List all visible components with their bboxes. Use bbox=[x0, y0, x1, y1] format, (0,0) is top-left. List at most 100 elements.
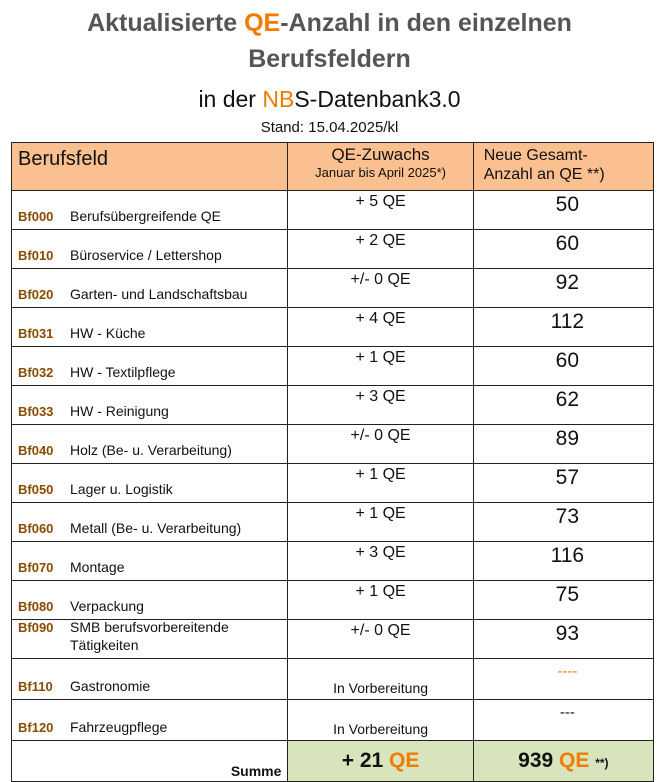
berufsfeld-code: Bf120 bbox=[18, 720, 54, 735]
zuwachs-cell: + 3 QE bbox=[287, 385, 474, 425]
berufsfeld-cell: Bf070 Montage bbox=[10, 541, 289, 581]
table-header-row: Berufsfeld QE-Zuwachs Januar bis April 2… bbox=[10, 142, 655, 191]
summe-gesamt-num: 939 bbox=[518, 749, 560, 772]
header-gesamt-line2: Anzahl an QE **) bbox=[483, 166, 605, 183]
berufsfeld-label: Fahrzeugpflege bbox=[70, 719, 168, 735]
zuwachs-cell: + 3 QE bbox=[287, 541, 474, 581]
header-zuwachs-main: QE-Zuwachs bbox=[331, 145, 430, 164]
title-text: Aktualisierte bbox=[87, 9, 245, 37]
berufsfeld-cell: Bf050 Lager u. Logistik bbox=[10, 463, 289, 503]
berufsfeld-label: Holz (Be- u. Verarbeitung) bbox=[70, 442, 232, 458]
summe-zuwachs: + 21 QE bbox=[287, 740, 474, 782]
berufsfeld-cell: Bf010 Büroservice / Lettershop bbox=[10, 229, 289, 269]
table-row: Bf060 Metall (Be- u. Verarbeitung) + 1 QE 7… bbox=[10, 502, 655, 542]
berufsfeld-label: Büroservice / Lettershop bbox=[70, 247, 222, 263]
zuwachs-cell: + 1 QE bbox=[287, 346, 474, 386]
berufsfeld-code: Bf040 bbox=[18, 443, 54, 458]
gesamt-cell: 73 bbox=[472, 502, 655, 542]
gesamt-cell: 57 bbox=[472, 463, 655, 503]
berufsfeld-code: Bf110 bbox=[18, 679, 53, 694]
berufsfeld-code: Bf080 bbox=[18, 599, 54, 614]
berufsfeld-label: Lager u. Logistik bbox=[70, 481, 173, 497]
berufsfeld-code: Bf010 bbox=[18, 248, 54, 263]
subtitle-text: S-Datenbank3.0 bbox=[294, 86, 461, 112]
stand-date: Stand: 15.04.2025/kl bbox=[260, 119, 399, 136]
title-highlight: QE bbox=[244, 9, 281, 37]
berufsfeld-label: HW - Textilpflege bbox=[70, 364, 176, 380]
header-gesamt-line1: Neue Gesamt- bbox=[483, 147, 588, 164]
berufsfeld-code: Bf050 bbox=[18, 482, 54, 497]
gesamt-cell: 60 bbox=[472, 346, 655, 386]
berufsfeld-cell: Bf040 Holz (Be- u. Verarbeitung) bbox=[10, 424, 289, 464]
zuwachs-cell: +/- 0 QE bbox=[287, 424, 474, 464]
berufsfeld-cell: Bf080 Verpackung bbox=[10, 580, 289, 620]
page-subtitle: in der NBS-Datenbank3.0 bbox=[0, 84, 659, 114]
table-row: Bf032 HW - Textilpflege + 1 QE 60 bbox=[10, 346, 655, 386]
berufsfeld-label: Garten- und Landschaftsbau bbox=[70, 286, 248, 302]
summe-row: Summe + 21 QE 939 QE **) bbox=[10, 740, 655, 782]
berufsfeld-label: Verpackung bbox=[70, 598, 144, 614]
table-row: Bf080 Verpackung + 1 QE 75 bbox=[10, 580, 655, 620]
berufsfeld-cell: Bf110 Gastronomie bbox=[10, 658, 289, 700]
berufsfeld-label: Montage bbox=[70, 559, 125, 575]
zuwachs-cell: +/- 0 QE bbox=[287, 619, 474, 659]
subtitle-highlight: NB bbox=[262, 86, 295, 112]
table-row: Bf010 Büroservice / Lettershop + 2 QE 60 bbox=[10, 229, 655, 269]
zuwachs-cell: In Vorbereitung bbox=[287, 699, 474, 741]
berufsfeld-cell: Bf060 Metall (Be- u. Verarbeitung) bbox=[10, 502, 289, 542]
gesamt-cell: ---- bbox=[472, 658, 655, 700]
berufsfeld-cell: Bf020 Garten- und Landschaftsbau bbox=[10, 268, 289, 308]
berufsfeld-label: HW - Küche bbox=[70, 325, 146, 341]
table-row: Bf050 Lager u. Logistik + 1 QE 57 bbox=[10, 463, 655, 503]
gesamt-cell: 75 bbox=[472, 580, 655, 620]
table-row: Bf000 Berufsübergreifende QE + 5 QE 50 bbox=[10, 190, 655, 230]
qe-table: Berufsfeld QE-Zuwachs Januar bis April 2… bbox=[10, 142, 655, 782]
zuwachs-cell: + 1 QE bbox=[287, 580, 474, 620]
berufsfeld-cell: Bf090 SMB berufsvorbereitende Tätigkeiten bbox=[10, 619, 289, 659]
summe-gesamt-note: **) bbox=[595, 756, 609, 770]
berufsfeld-label: HW - Reinigung bbox=[70, 403, 169, 419]
berufsfeld-cell: Bf000 Berufsübergreifende QE bbox=[10, 190, 289, 230]
header-gesamt: Neue Gesamt- Anzahl an QE **) bbox=[472, 142, 655, 191]
page-title-line1: Aktualisierte QE-Anzahl in den einzelnen bbox=[0, 6, 659, 40]
berufsfeld-label-2: Tätigkeiten bbox=[70, 637, 139, 653]
table-row: Bf120 Fahrzeugpflege In Vorbereitung --- bbox=[10, 699, 655, 741]
summe-zuwachs-num: + 21 bbox=[341, 749, 390, 772]
berufsfeld-label: Gastronomie bbox=[70, 678, 151, 694]
gesamt-cell: --- bbox=[472, 699, 655, 741]
gesamt-cell: 112 bbox=[472, 307, 655, 347]
berufsfeld-code: Bf032 bbox=[18, 365, 54, 380]
subtitle-text: in der bbox=[198, 86, 263, 112]
header-zuwachs: QE-Zuwachs Januar bis April 2025*) bbox=[287, 142, 474, 191]
berufsfeld-code: Bf033 bbox=[18, 404, 54, 419]
berufsfeld-cell: Bf031 HW - Küche bbox=[10, 307, 289, 347]
zuwachs-cell: + 1 QE bbox=[287, 463, 474, 503]
berufsfeld-label: Berufsübergreifende QE bbox=[70, 208, 221, 224]
gesamt-cell: 92 bbox=[472, 268, 655, 308]
berufsfeld-code: Bf020 bbox=[18, 287, 54, 302]
gesamt-cell: 116 bbox=[472, 541, 655, 581]
summe-label: Summe bbox=[10, 740, 289, 782]
zuwachs-cell: +/- 0 QE bbox=[287, 268, 474, 308]
berufsfeld-code: Bf000 bbox=[18, 209, 54, 224]
zuwachs-cell: + 1 QE bbox=[287, 502, 474, 542]
zuwachs-cell: + 5 QE bbox=[287, 190, 474, 230]
header-berufsfeld: Berufsfeld bbox=[10, 142, 289, 191]
berufsfeld-label: SMB berufsvorbereitende bbox=[70, 619, 229, 635]
gesamt-cell: 89 bbox=[472, 424, 655, 464]
zuwachs-cell: In Vorbereitung bbox=[287, 658, 474, 700]
summe-gesamt-unit: QE bbox=[559, 749, 590, 772]
berufsfeld-code: Bf070 bbox=[18, 560, 54, 575]
table-row: Bf033 HW - Reinigung + 3 QE 62 bbox=[10, 385, 655, 425]
zuwachs-cell: + 2 QE bbox=[287, 229, 474, 269]
table-row: Bf110 Gastronomie In Vorbereitung ---- bbox=[10, 658, 655, 700]
summe-gesamt: 939 QE **) bbox=[472, 740, 655, 782]
gesamt-cell: 60 bbox=[472, 229, 655, 269]
berufsfeld-cell: Bf033 HW - Reinigung bbox=[10, 385, 289, 425]
berufsfeld-code: Bf031 bbox=[18, 326, 54, 341]
berufsfeld-code: Bf090 bbox=[18, 620, 54, 635]
berufsfeld-cell: Bf120 Fahrzeugpflege bbox=[10, 699, 289, 741]
table-row: Bf031 HW - Küche + 4 QE 112 bbox=[10, 307, 655, 347]
zuwachs-cell: + 4 QE bbox=[287, 307, 474, 347]
berufsfeld-label: Metall (Be- u. Verarbeitung) bbox=[70, 520, 242, 536]
